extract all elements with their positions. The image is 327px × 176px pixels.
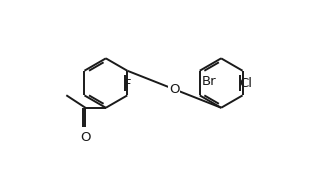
Text: F: F <box>124 78 131 91</box>
Text: Br: Br <box>201 75 216 88</box>
Text: O: O <box>169 83 180 96</box>
Text: Cl: Cl <box>239 77 252 90</box>
Text: O: O <box>80 131 91 144</box>
